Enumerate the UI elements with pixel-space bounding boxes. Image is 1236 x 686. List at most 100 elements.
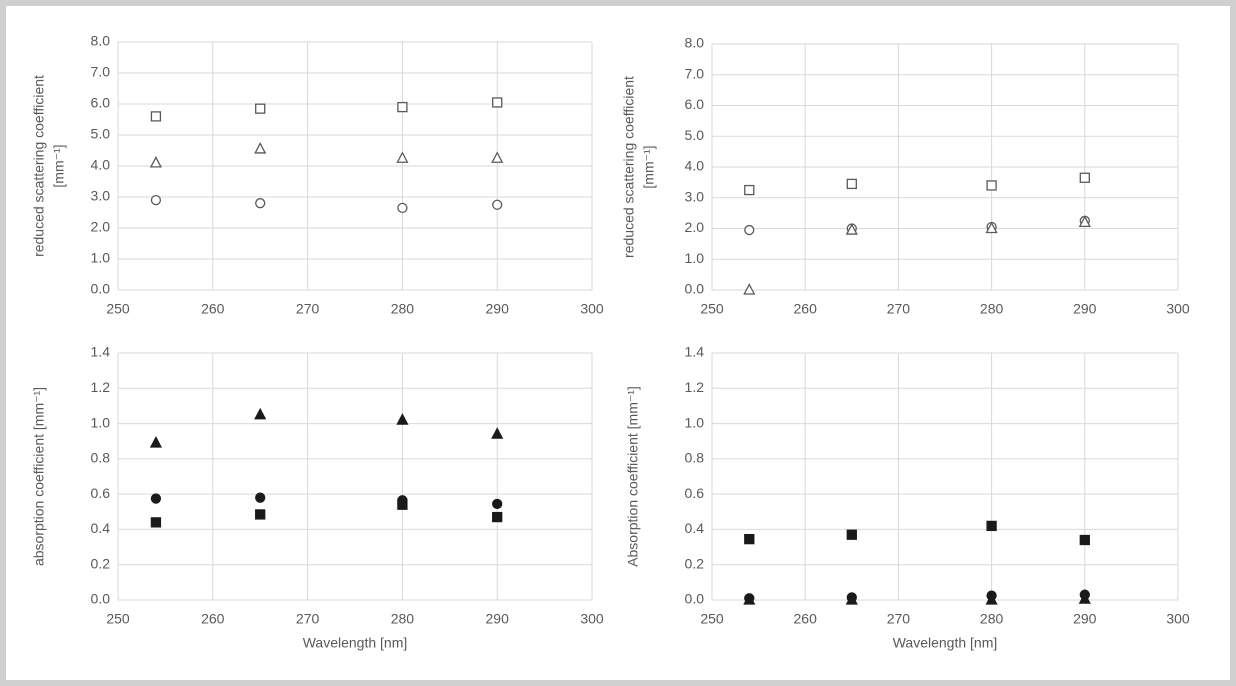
x-tick-label: 270 (296, 611, 320, 627)
y-tick-label: 0.0 (685, 591, 705, 607)
point (491, 151, 504, 163)
y-tick-label: 0.4 (91, 520, 111, 536)
x-tick-label: 300 (580, 301, 604, 317)
y-tick-label: 0.8 (685, 450, 705, 466)
y-tick-label: 0.8 (91, 450, 111, 466)
x-tick-label: 280 (391, 611, 415, 627)
point (254, 407, 267, 420)
point (255, 509, 266, 520)
x-tick-label: 280 (391, 301, 415, 317)
x-tick-label: 270 (887, 611, 911, 627)
x-tick-label: 270 (296, 301, 320, 317)
y-tick-label: 1.0 (685, 414, 705, 430)
y-tick-label: 0.2 (91, 555, 111, 571)
point (492, 511, 503, 523)
y-tick-label: 1.2 (91, 379, 111, 395)
point (397, 101, 408, 113)
point (985, 593, 998, 605)
x-tick-label: 300 (1166, 611, 1190, 627)
x-axis-label: Wavelength [nm] (893, 635, 998, 651)
point (149, 436, 162, 448)
point (744, 533, 755, 545)
point (1079, 172, 1090, 183)
point (846, 529, 857, 540)
point (396, 151, 409, 163)
point (397, 202, 408, 214)
y-tick-label: 5.0 (685, 127, 705, 143)
y-tick-label: 4.0 (685, 158, 705, 174)
point (743, 283, 756, 295)
y-tick-label: 0.4 (685, 520, 705, 536)
y-tick-label: 8.0 (91, 33, 111, 49)
y-tick-label: 0.0 (91, 281, 111, 297)
y-axis-label: Absorption coefficient [mm⁻¹] (625, 386, 641, 567)
y-axis-label: reduced scattering coefficient (31, 75, 47, 257)
frame (6, 6, 1230, 680)
y-tick-label: 5.0 (91, 126, 111, 142)
y-axis-label: absorption coefficient [mm⁻¹] (31, 387, 47, 566)
y-tick-label: 0.0 (91, 591, 111, 607)
y-tick-label: 4.0 (91, 157, 111, 173)
x-tick-label: 250 (700, 301, 724, 317)
point (492, 498, 503, 509)
y-tick-label: 1.0 (685, 250, 705, 266)
y-tick-label: 3.0 (91, 188, 111, 204)
x-tick-label: 290 (1073, 611, 1097, 627)
point (1078, 215, 1091, 227)
point (492, 199, 503, 210)
x-tick-label: 260 (794, 301, 818, 317)
x-tick-label: 290 (1073, 301, 1097, 317)
point (744, 224, 755, 236)
point (845, 593, 858, 605)
y-tick-label: 1.4 (685, 344, 705, 360)
point (845, 223, 858, 235)
point (492, 97, 503, 108)
y-axis-label: [mm⁻¹] (641, 145, 657, 188)
y-tick-label: 0.6 (685, 485, 705, 501)
x-tick-label: 250 (106, 301, 130, 317)
point (846, 178, 857, 190)
point (150, 111, 162, 122)
y-tick-label: 0.6 (91, 485, 111, 501)
point (254, 142, 267, 154)
y-tick-label: 6.0 (91, 95, 111, 111)
x-tick-label: 280 (980, 301, 1004, 317)
y-tick-label: 7.0 (685, 65, 705, 81)
y-axis-label: reduced scattering coefficient (621, 76, 637, 258)
y-tick-label: 6.0 (685, 96, 705, 112)
y-axis-label: [mm⁻¹] (51, 144, 67, 187)
x-tick-label: 300 (1166, 301, 1190, 317)
point (1078, 592, 1091, 604)
point (255, 492, 266, 503)
point (150, 517, 162, 528)
x-tick-label: 260 (794, 611, 818, 627)
point (255, 103, 266, 114)
y-tick-label: 1.0 (91, 250, 111, 266)
point (986, 180, 997, 191)
x-tick-label: 250 (106, 611, 130, 627)
y-tick-label: 8.0 (685, 35, 705, 51)
point (149, 156, 162, 168)
y-tick-label: 0.2 (685, 555, 705, 571)
y-tick-label: 1.2 (685, 379, 705, 395)
x-tick-label: 270 (887, 301, 911, 317)
y-tick-label: 7.0 (91, 64, 111, 80)
point (1079, 534, 1090, 546)
x-tick-label: 260 (201, 301, 225, 317)
point (150, 493, 162, 504)
x-tick-label: 290 (486, 611, 510, 627)
x-tick-label: 250 (700, 611, 724, 627)
point (491, 427, 504, 439)
point (397, 499, 408, 510)
point (986, 520, 997, 532)
x-tick-label: 300 (580, 611, 604, 627)
y-tick-label: 2.0 (685, 219, 705, 235)
y-tick-label: 2.0 (91, 219, 111, 235)
x-tick-label: 280 (980, 611, 1004, 627)
point (396, 413, 409, 425)
point (985, 221, 998, 234)
x-axis-label: Wavelength [nm] (303, 635, 408, 651)
y-tick-label: 3.0 (685, 188, 705, 204)
